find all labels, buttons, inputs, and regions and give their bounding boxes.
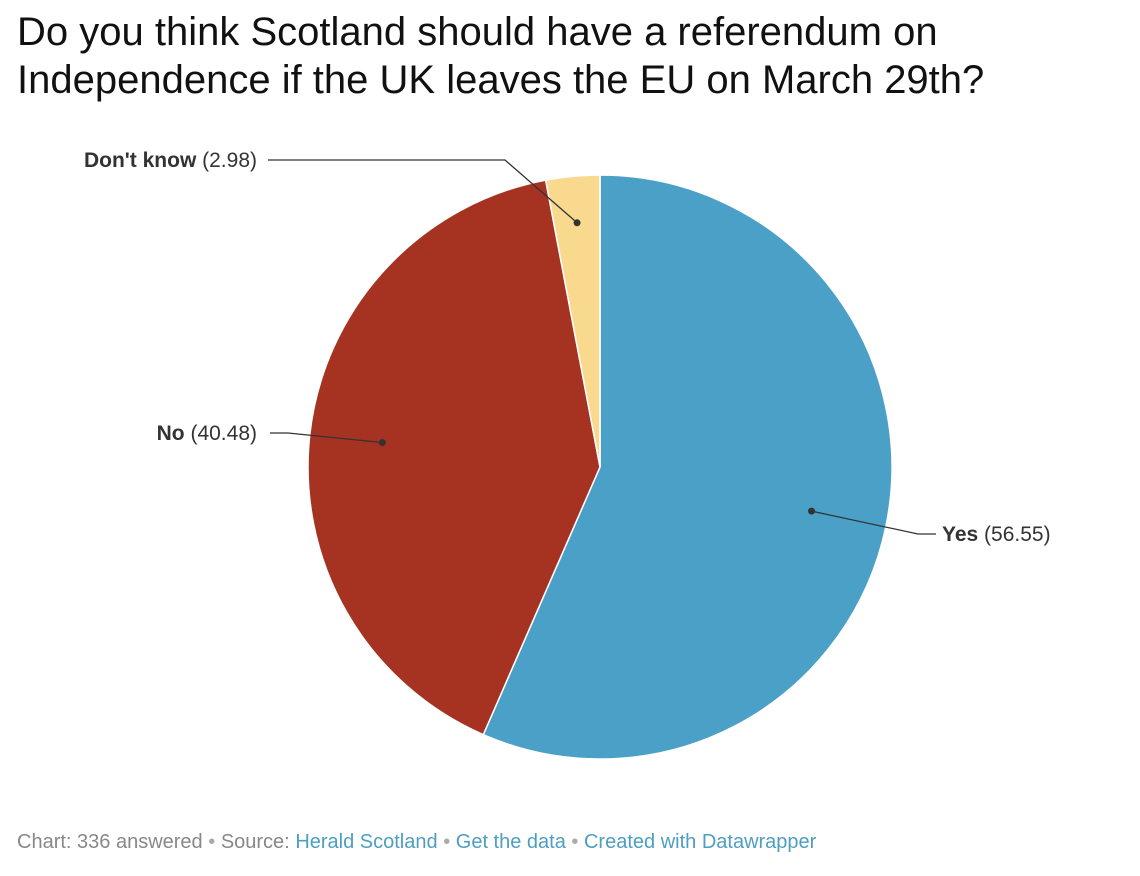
leader-line <box>811 510 936 535</box>
slice-label-value: (40.48) <box>185 422 257 445</box>
slice-label-value: (56.55) <box>978 523 1050 546</box>
slice-label-name: Don't know <box>84 149 197 172</box>
slice-label-value: (2.98) <box>196 149 257 172</box>
slice-label: Yes (56.55) <box>942 523 1051 546</box>
leader-line <box>270 432 383 444</box>
slice-label: No (40.48) <box>157 422 257 445</box>
leader-line <box>268 159 578 224</box>
footer-separator: • <box>208 831 216 853</box>
get-the-data-link[interactable]: Get the data <box>455 831 566 853</box>
chart-note: Chart: 336 answered <box>17 831 203 853</box>
pie-slice-no[interactable] <box>307 179 601 736</box>
source-prefix: Source: <box>220 831 290 853</box>
slice-label-name: No <box>157 422 185 445</box>
chart-title: Do you think Scotland should have a refe… <box>17 10 985 102</box>
created-with-datawrapper-link[interactable]: Created with Datawrapper <box>583 831 817 853</box>
chart-footer: Chart: 336 answered • Source: Herald Sco… <box>17 829 816 855</box>
pie-slices <box>307 174 893 760</box>
source-link[interactable]: Herald Scotland <box>295 831 438 853</box>
slice-label: Don't know (2.98) <box>84 149 257 172</box>
footer-separator: • <box>571 831 579 853</box>
slice-labels: Yes (56.55) No (40.48) Don't know (2.98) <box>84 149 1051 546</box>
pie-slice-don-t-know[interactable] <box>544 174 601 468</box>
slice-label-name: Yes <box>942 523 978 546</box>
leader-lines <box>268 159 936 535</box>
pie-chart: Yes (56.55) No (40.48) Don't know (2.98) <box>84 149 1051 760</box>
footer-separator: • <box>443 831 451 853</box>
